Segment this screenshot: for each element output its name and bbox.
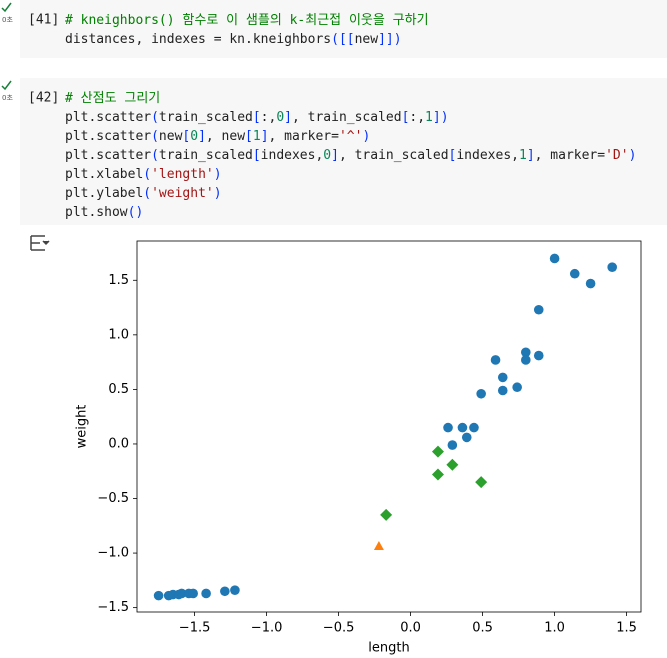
plot-frame <box>136 240 642 613</box>
code-cell <box>20 0 667 58</box>
scatter-point <box>607 262 617 272</box>
code-line: distances, indexes = kn.kneighbors([[new… <box>65 32 402 47</box>
x-tick-label: 0.5 <box>472 621 493 636</box>
code-line: plt.scatter(new[0], new[1], marker='^') <box>65 129 370 144</box>
scatter-point <box>476 388 486 399</box>
code-line: plt.scatter(train_scaled[:,0], train_sca… <box>65 110 449 125</box>
code-line: # 산점도 그리기 <box>65 91 160 106</box>
code-line: plt.xlabel('length') <box>65 167 222 182</box>
scatter-point <box>201 588 211 599</box>
output-toggle-icon[interactable] <box>30 235 50 251</box>
y-tick-label: 0.0 <box>108 436 129 451</box>
scatter-point <box>446 458 459 471</box>
execution-time: 0초 <box>2 94 13 102</box>
scatter-point <box>373 541 384 551</box>
scatter-point <box>512 382 522 393</box>
execution-count: [42] <box>28 91 59 106</box>
code-line: # kneighbors() 함수로 이 샘플의 k-최근접 이웃을 구하기 <box>65 13 429 28</box>
scatter-point <box>431 468 444 481</box>
scatter-point <box>490 355 501 365</box>
y-axis-label: weight <box>75 405 90 449</box>
scatter-point <box>533 304 544 315</box>
code-line: plt.scatter(train_scaled[indexes,0], tra… <box>65 148 636 163</box>
scatter-point <box>549 253 560 264</box>
x-axis-label: length <box>368 641 409 656</box>
y-tick-label: 1.5 <box>108 273 129 288</box>
scatter-point <box>521 355 531 365</box>
code-line: plt.show() <box>65 205 143 220</box>
x-tick-label: 0.0 <box>400 621 421 636</box>
scatter-point <box>230 585 240 595</box>
scatter-point <box>469 422 479 433</box>
run-status-icon[interactable] <box>1 2 12 13</box>
scatter-point <box>521 347 531 358</box>
run-status-icon[interactable] <box>1 80 12 91</box>
scatter-point <box>443 422 453 433</box>
x-tick-label: −1.0 <box>251 621 283 636</box>
y-tick-label: −1.0 <box>97 546 129 561</box>
scatter-point <box>447 440 458 450</box>
y-tick-label: −1.5 <box>97 600 129 615</box>
x-tick-label: 1.0 <box>544 621 565 636</box>
scatter-point <box>153 590 164 601</box>
code-cell <box>20 78 667 225</box>
scatter-point <box>569 268 580 279</box>
code-line: plt.ylabel('weight') <box>65 186 222 201</box>
scatter-point <box>461 432 472 443</box>
x-tick-label: 1.5 <box>616 621 637 636</box>
y-tick-label: −0.5 <box>97 491 129 506</box>
execution-count: [41] <box>28 13 59 28</box>
scatter-point <box>431 445 444 458</box>
x-tick-label: −0.5 <box>323 621 355 636</box>
execution-time: 0초 <box>2 16 13 24</box>
scatter-point <box>497 372 508 383</box>
scatter-point <box>585 278 596 289</box>
scatter-point <box>176 588 187 599</box>
scatter-point <box>533 350 544 361</box>
scatter-point <box>380 508 393 521</box>
scatter-point <box>188 588 198 599</box>
y-tick-label: 0.5 <box>108 382 129 397</box>
scatter-point <box>475 476 488 489</box>
x-tick-label: −1.5 <box>179 621 211 636</box>
chart: −1.5 −1.0 −0.5 0.0 0.5 1.0 1.5 −1.5 −1.0 −0.5 0.0 0… <box>75 240 642 656</box>
scatter-point <box>220 586 230 597</box>
scatter-point <box>497 385 508 396</box>
scatter-point <box>457 422 468 433</box>
y-tick-label: 1.0 <box>108 327 129 342</box>
